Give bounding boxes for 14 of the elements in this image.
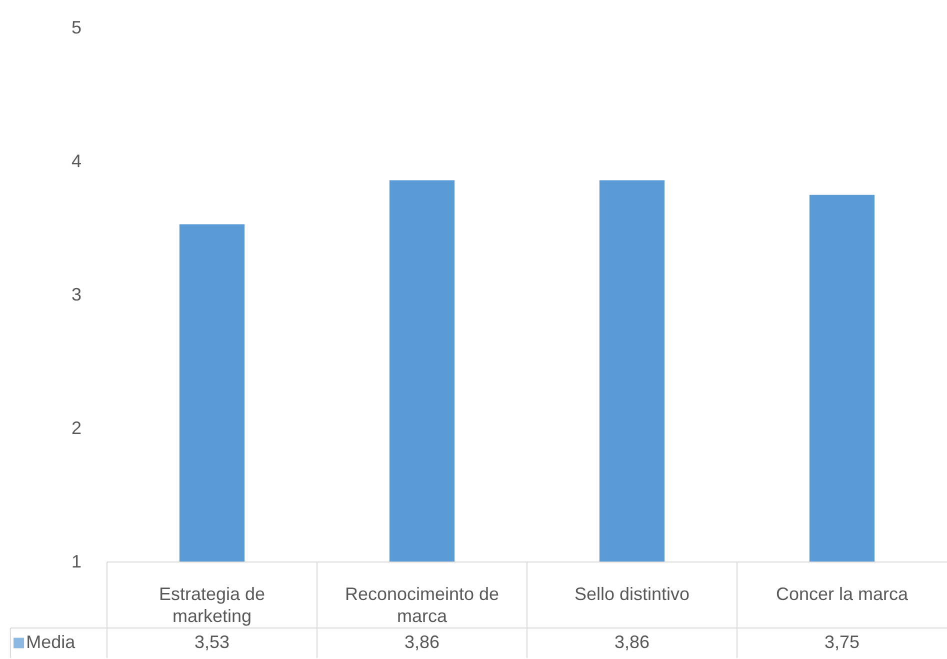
data-label: 3,86 [614,632,650,652]
x-tick-label: Sello distintivo [574,584,690,604]
y-tick-label: 4 [71,151,82,171]
x-tick-label: Estrategia de marketing [158,584,266,626]
y-tick-label: 5 [71,18,82,38]
x-tick-label: Reconocimeinto de marca [344,584,500,626]
x-tick-label: Concer la marca [776,584,910,604]
legend-label: Media [26,632,76,652]
data-label: 3,75 [824,632,860,652]
data-label: 3,53 [194,632,230,652]
data-label: 3,86 [404,632,440,652]
y-tick-label: 1 [71,552,82,572]
y-tick-label: 2 [71,418,82,438]
y-tick-label: 3 [71,284,82,304]
